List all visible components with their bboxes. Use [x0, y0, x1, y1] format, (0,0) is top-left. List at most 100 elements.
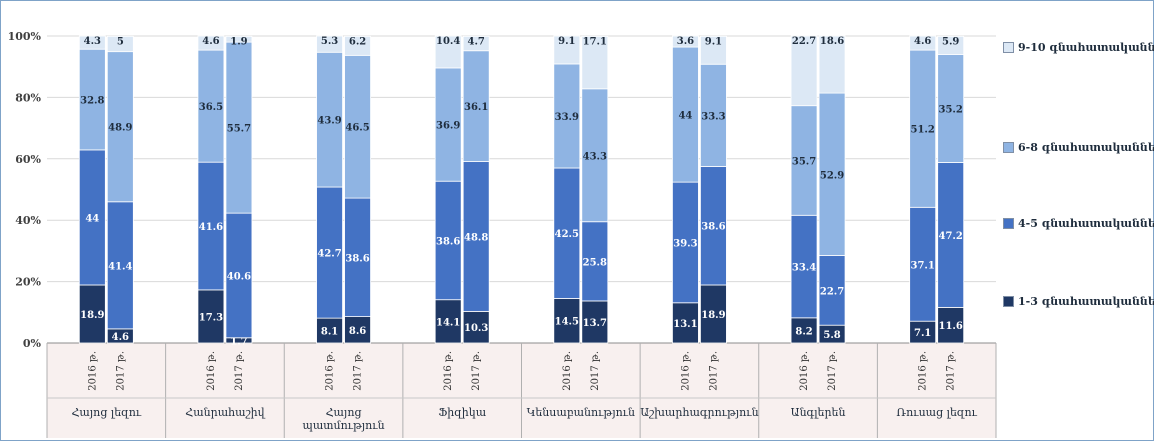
data-label: 4.7 [467, 36, 484, 47]
category-label: Ռուսաց լեզու [896, 406, 977, 419]
bar-segment [344, 54, 371, 199]
year-label: 2017 թ. [708, 351, 719, 391]
data-label: 11.6 [939, 321, 963, 332]
data-label: 55.7 [227, 124, 251, 135]
bar-segment [937, 306, 965, 344]
data-label: 10.4 [436, 36, 460, 47]
data-label: 48.8 [464, 232, 488, 243]
data-label: 18.9 [701, 310, 725, 321]
bar-segment [434, 299, 462, 344]
bar-segment [462, 35, 490, 52]
data-label: 9.1 [705, 36, 722, 47]
year-label: 2016 թ. [799, 351, 810, 391]
data-label: 13.7 [583, 318, 607, 329]
bar-segment [672, 46, 699, 183]
bar-segment [434, 180, 462, 301]
year-label: 2016 թ. [918, 351, 929, 391]
data-label: 42.5 [555, 229, 579, 240]
category-label: Հայոց լեզու [71, 406, 141, 419]
bar-segment [197, 49, 225, 163]
y-tick-label: 40% [15, 214, 41, 227]
data-label: 13.1 [673, 319, 697, 330]
bar-segment [700, 284, 727, 344]
bar-segment [197, 161, 225, 291]
data-label: 39.3 [673, 238, 697, 249]
data-label: 25.8 [583, 257, 607, 268]
bar-segment [225, 212, 253, 339]
y-tick-label: 100% [8, 30, 42, 43]
data-label: 9.1 [558, 36, 575, 47]
bar-segment [937, 35, 965, 55]
bar-segment [106, 201, 134, 330]
year-label: 2016 թ. [680, 351, 691, 391]
category-label: Անգլերեն [791, 406, 846, 419]
data-label: 1.7 [230, 336, 247, 347]
data-label: 52.9 [820, 170, 844, 181]
year-label: 2016 թ. [87, 351, 98, 391]
bar-segment [462, 161, 490, 312]
data-label: 5.9 [942, 36, 959, 47]
bar-segment [818, 255, 846, 326]
bar-segment [197, 289, 225, 344]
bar-segment [197, 35, 225, 51]
data-label: 10.3 [464, 323, 488, 334]
data-label: 36.1 [464, 102, 488, 113]
data-label: 46.5 [345, 123, 369, 134]
bar-segment [672, 302, 699, 344]
data-label: 44 [85, 213, 99, 224]
bar-segment [672, 35, 699, 48]
bar-segment [790, 317, 818, 344]
bar-segment [434, 35, 462, 69]
bar-segment [909, 49, 937, 208]
data-label: 48.9 [108, 123, 132, 134]
data-label: 4.3 [84, 36, 101, 47]
bar-segment [78, 35, 106, 50]
legend-label: 6-8 գնահատականներ [1018, 140, 1154, 154]
bar-segment [553, 298, 581, 344]
bar-segment [937, 162, 965, 308]
data-label: 35.7 [792, 156, 816, 167]
bar-segment [106, 35, 134, 53]
year-label: 2017 թ. [946, 351, 957, 391]
data-label: 5.3 [321, 36, 338, 47]
data-label: 14.1 [436, 317, 460, 328]
y-tick-label: 80% [15, 91, 41, 104]
category-label: Հայոց պատմություն [303, 406, 385, 432]
bar-segment [78, 149, 106, 286]
category-label: Աշխարհագրություն [640, 406, 758, 419]
data-label: 38.6 [345, 253, 369, 264]
bar-segment [672, 181, 699, 304]
bar-segment [581, 35, 609, 90]
data-label: 17.1 [583, 36, 607, 47]
data-label: 1.9 [230, 36, 247, 47]
bar-segment [78, 48, 106, 151]
data-label: 40.6 [227, 271, 251, 282]
category-label: Կենսաբանություն [527, 406, 636, 419]
data-label: 3.6 [677, 36, 694, 47]
data-label: 8.1 [321, 327, 338, 338]
bar-segment [581, 300, 609, 344]
data-label: 4.6 [914, 36, 931, 47]
y-tick-label: 60% [15, 153, 41, 166]
bar-segment [818, 92, 846, 256]
data-label: 18.6 [820, 36, 844, 47]
data-label: 8.2 [795, 326, 812, 337]
data-label: 7.1 [914, 328, 931, 339]
legend-swatch [1003, 141, 1014, 153]
data-label: 38.6 [436, 236, 460, 247]
category-label: Հանրահաշիվ [185, 406, 265, 419]
data-label: 41.6 [199, 222, 223, 233]
bar-segment [462, 50, 490, 162]
data-label: 4.6 [202, 36, 219, 47]
bar-segment [937, 54, 965, 163]
bar-segment [581, 88, 609, 223]
legend-item: 6-8 գնահատականներ [1003, 139, 1154, 155]
data-label: 43.3 [583, 151, 607, 162]
data-label: 38.6 [701, 222, 725, 233]
year-label: 2016 թ. [562, 351, 573, 391]
bar-segment [316, 35, 343, 53]
data-label: 51.2 [911, 125, 935, 136]
bar-segment [434, 67, 462, 182]
